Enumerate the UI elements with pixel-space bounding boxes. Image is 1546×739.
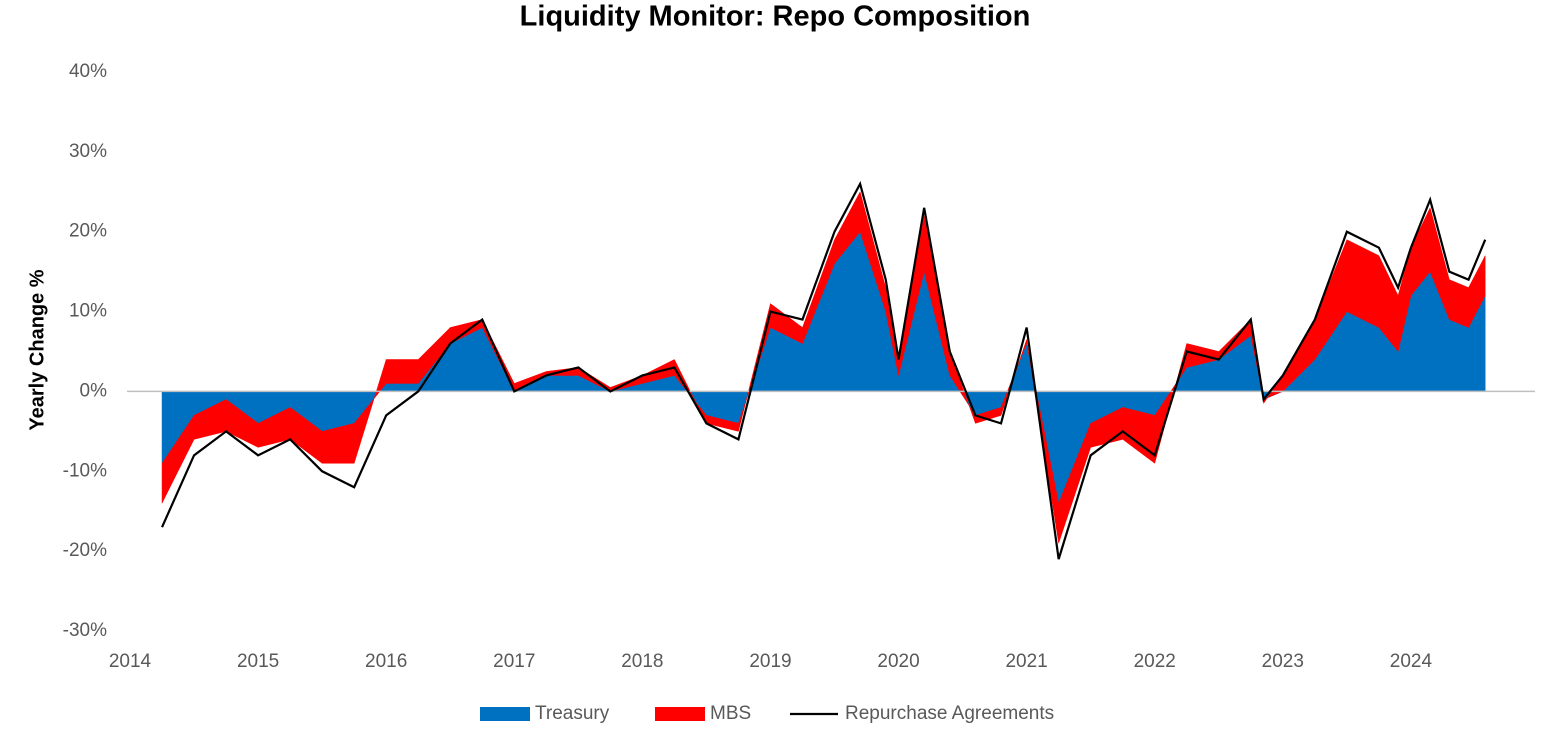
y-tick-label: 0%: [80, 380, 108, 401]
legend-swatch: [480, 707, 530, 721]
x-tick-label: 2016: [365, 651, 407, 672]
x-tick-label: 2019: [749, 651, 791, 672]
y-axis-label: Yearly Change %: [26, 269, 48, 430]
legend-label: Treasury: [535, 703, 610, 724]
x-tick-label: 2017: [493, 651, 535, 672]
line: [161, 180, 1487, 560]
x-tick-label: 2022: [1134, 651, 1176, 672]
x-tick-label: 2021: [1005, 651, 1047, 672]
legend-label: MBS: [710, 703, 751, 724]
y-tick-label: -20%: [63, 540, 107, 561]
y-tick-label: -30%: [63, 620, 107, 641]
y-tick-label: 30%: [69, 141, 107, 162]
legend-label: Repurchase Agreements: [845, 703, 1054, 724]
y-tick-label: 40%: [69, 61, 107, 82]
y-tick-label: -10%: [63, 460, 107, 481]
x-tick-label: 2018: [621, 651, 663, 672]
x-tick-label: 2024: [1390, 651, 1433, 672]
x-tick-label: 2023: [1262, 651, 1304, 672]
chart-title: Liquidity Monitor: Repo Composition: [520, 1, 1031, 33]
x-tick-label: 2020: [877, 651, 919, 672]
legend-swatch: [655, 707, 705, 721]
x-tick-label: 2015: [237, 651, 279, 672]
y-tick-label: 10%: [69, 301, 107, 322]
y-tick-label: 20%: [69, 221, 107, 242]
x-tick-label: 2014: [109, 651, 152, 672]
